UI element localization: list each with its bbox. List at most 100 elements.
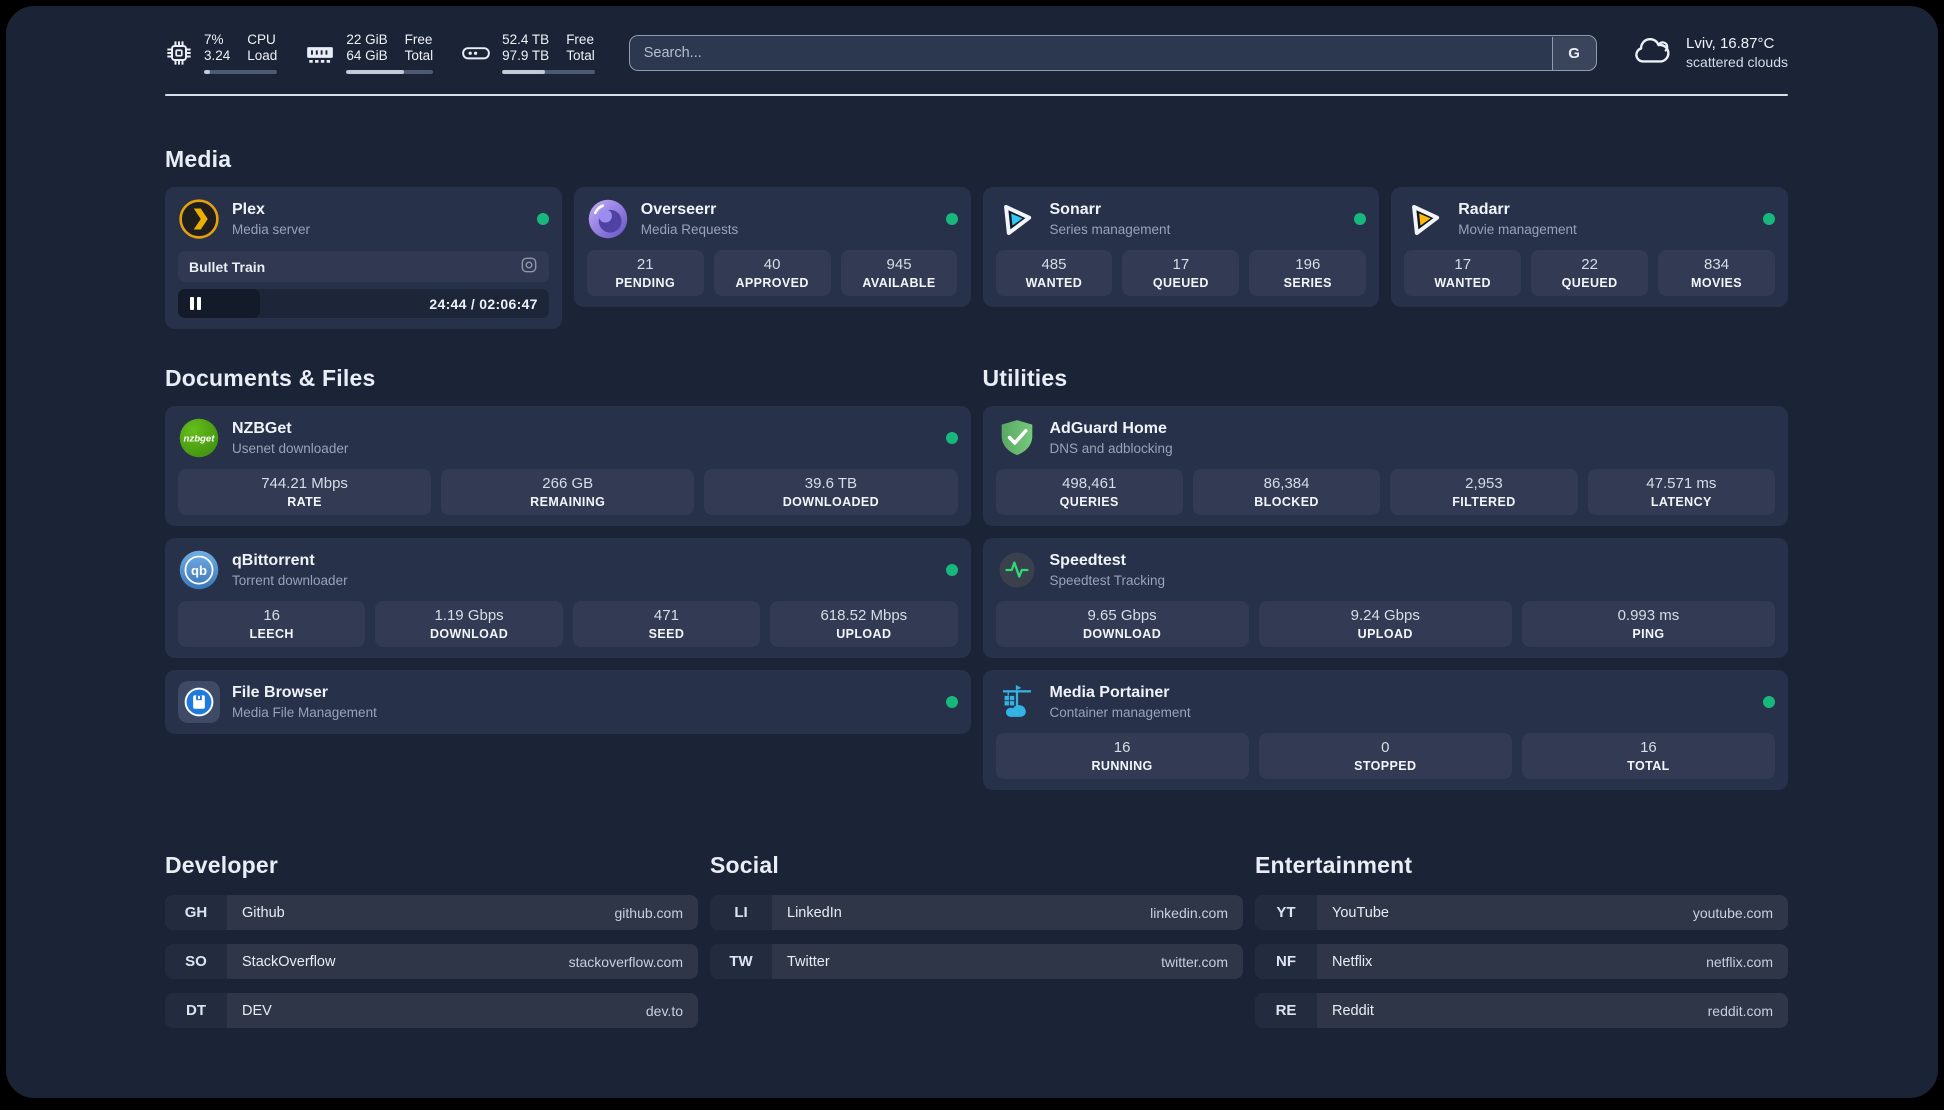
link-url: youtube.com [1692, 904, 1773, 921]
stat-filtered: 2,953 FILTERED [1390, 469, 1578, 515]
status-dot [945, 696, 958, 708]
ram-free-label: Free [404, 32, 433, 47]
stat-queued: 17 QUEUED [1122, 250, 1240, 296]
link-name: StackOverflow [242, 953, 336, 970]
link-name: LinkedIn [787, 904, 842, 921]
playback-time: 24:44 / 02:06:47 [429, 295, 538, 312]
status-dot [1354, 213, 1367, 225]
app-card-speedtest[interactable]: Speedtest Speedtest Tracking 9.65 Gbps DO… [982, 538, 1788, 658]
app-description: Usenet downloader [232, 441, 349, 456]
media-section-title: Media [165, 146, 232, 172]
link-row-stackoverflow[interactable]: SO StackOverflow stackoverflow.com [165, 944, 698, 979]
stat-seed: 471 SEED [572, 601, 761, 647]
stat-download: 9.65 Gbps DOWNLOAD [995, 601, 1249, 647]
stat-wanted: 17 WANTED [1404, 250, 1522, 296]
developer-section-title: Developer [165, 852, 279, 878]
link-row-twitter[interactable]: TW Twitter twitter.com [710, 944, 1243, 979]
link-row-dev[interactable]: DT DEV dev.to [165, 993, 698, 1028]
pause-button[interactable] [178, 289, 260, 318]
section-media: Media Plex Media server [165, 146, 1788, 329]
app-card-overseerr[interactable]: Overseerr Media Requests 21 PENDING 40 APP… [573, 187, 971, 307]
app-card-radarr[interactable]: Radarr Movie management 17 WANTED 22 QUEUE… [1391, 187, 1788, 307]
link-url: linkedin.com [1150, 904, 1228, 921]
link-tag: RE [1255, 993, 1317, 1028]
utilities-section-title: Utilities [982, 365, 1068, 391]
link-tag: DT [165, 993, 227, 1028]
app-name: AdGuard Home [1049, 420, 1167, 437]
link-row-linkedin[interactable]: LI LinkedIn linkedin.com [710, 895, 1243, 930]
ram-usage-widget: 22 GiB 64 GiB Free Total [305, 32, 434, 74]
plex-icon [178, 198, 220, 240]
stat-stopped: 0 STOPPED [1258, 733, 1512, 779]
link-name: Reddit [1332, 1002, 1374, 1019]
app-card-sonarr[interactable]: Sonarr Series management 485 WANTED 17 QUE… [982, 187, 1380, 307]
disk-icon [461, 40, 491, 66]
stat-blocked: 86,384 BLOCKED [1192, 469, 1381, 515]
stat-download: 1.19 Gbps DOWNLOAD [375, 601, 563, 647]
link-row-reddit[interactable]: RE Reddit reddit.com [1255, 993, 1788, 1028]
filebrowser-icon [178, 681, 220, 723]
link-name: Github [242, 904, 285, 921]
stat-wanted: 485 WANTED [995, 250, 1113, 296]
dashboard: 7% 3.24 CPU Load 22 GiB [6, 6, 1938, 1098]
app-description: Torrent downloader [232, 573, 348, 588]
section-social: Social LI LinkedIn linkedin.com TW Twitte… [710, 852, 1243, 1042]
app-description: DNS and adblocking [1049, 441, 1173, 456]
app-name: Sonarr [1049, 201, 1102, 218]
link-tag: SO [165, 944, 227, 979]
entertainment-section-title: Entertainment [1255, 852, 1413, 878]
google-search-button[interactable]: G [1551, 36, 1596, 70]
stat-remaining: 266 GB REMAINING [441, 469, 695, 515]
stat-running: 16 RUNNING [995, 733, 1249, 779]
stat-approved: 40 APPROVED [713, 250, 831, 296]
app-card-portainer[interactable]: Media Portainer Container management 16 R… [982, 670, 1788, 790]
stat-series: 196 SERIES [1249, 250, 1367, 296]
link-row-youtube[interactable]: YT YouTube youtube.com [1255, 895, 1788, 930]
app-name: Media Portainer [1049, 684, 1170, 701]
stat-ping: 0.993 ms PING [1521, 601, 1775, 647]
app-card-qbittorrent[interactable]: qb qBittorrent Torrent downloader 16 LEEC… [165, 538, 971, 658]
app-card-adguard[interactable]: AdGuard Home DNS and adblocking 498,461 Q… [982, 406, 1788, 526]
app-card-nzbget[interactable]: nzbget NZBGet Usenet downloader 744.21 M… [165, 406, 971, 526]
sonarr-icon [996, 198, 1038, 240]
adguard-icon [996, 417, 1038, 459]
pause-icon [190, 297, 194, 310]
search-bar: G [628, 35, 1598, 71]
disk-free-label: Free [566, 32, 594, 47]
app-name: Radarr [1458, 201, 1510, 218]
app-description: Movie management [1458, 222, 1577, 237]
cpu-label: CPU [247, 32, 276, 47]
search-input[interactable] [628, 35, 1598, 71]
ram-free-value: 22 GiB [346, 32, 388, 47]
section-entertainment: Entertainment YT YouTube youtube.com NF N… [1255, 852, 1788, 1042]
link-name: YouTube [1332, 904, 1389, 921]
status-dot [536, 213, 549, 225]
overseerr-icon [587, 198, 629, 240]
social-section-title: Social [710, 852, 779, 878]
link-name: Netflix [1332, 953, 1373, 970]
status-dot [1763, 213, 1775, 225]
stat-pending: 21 PENDING [586, 250, 704, 296]
cloud-icon [1631, 33, 1673, 74]
section-utilities: Utilities AdGuard Home DNS and adblockin… [982, 365, 1788, 790]
stat-latency: 47.571 ms LATENCY [1587, 469, 1775, 515]
cpu-load-label: Load [247, 48, 278, 63]
stat-available: 945 AVAILABLE [840, 250, 958, 296]
link-tag: GH [165, 895, 227, 930]
app-card-filebrowser[interactable]: File Browser Media File Management [165, 670, 971, 734]
topbar: 7% 3.24 CPU Load 22 GiB [165, 32, 1788, 74]
svg-text:nzbget: nzbget [184, 434, 216, 445]
app-name: Plex [232, 201, 265, 218]
link-url: stackoverflow.com [568, 953, 683, 970]
stat-downloaded: 39.6 TB DOWNLOADED [704, 469, 958, 515]
speedtest-icon [996, 549, 1038, 591]
link-name: DEV [242, 1002, 272, 1019]
app-description: Media server [232, 222, 311, 237]
link-row-netflix[interactable]: NF Netflix netflix.com [1255, 944, 1788, 979]
cast-icon[interactable] [520, 256, 538, 277]
app-card-plex[interactable]: Plex Media server Bullet Train [165, 187, 562, 329]
ram-progress-bar [346, 70, 434, 74]
disk-free-value: 52.4 TB [502, 32, 550, 47]
link-row-github[interactable]: GH Github github.com [165, 895, 698, 930]
link-tag: NF [1255, 944, 1317, 979]
